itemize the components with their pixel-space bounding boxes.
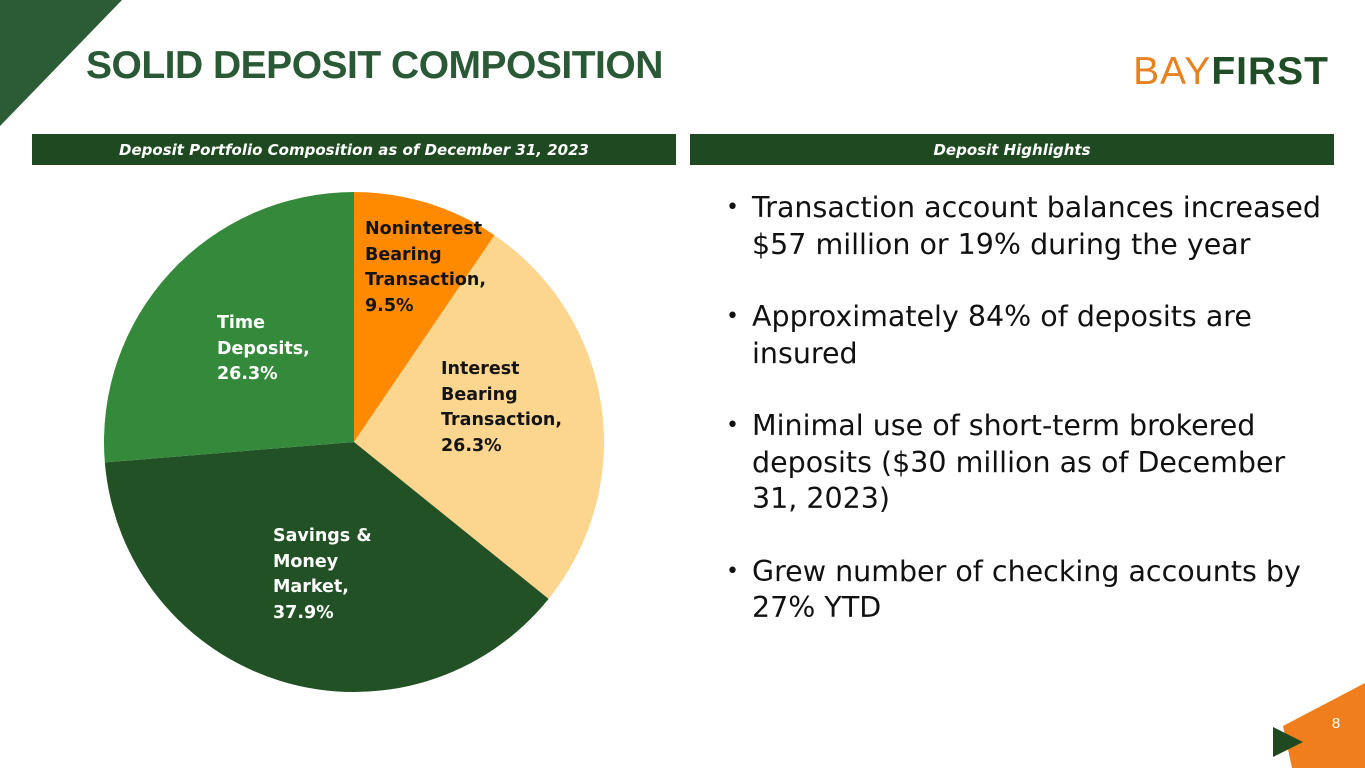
highlight-item: • Approximately 84% of deposits are insur… (726, 299, 1336, 372)
highlight-text: Grew number of checking accounts by 27% … (752, 554, 1301, 625)
pie-slice-time-deposits (103, 192, 354, 463)
bullet-dot-icon: • (726, 413, 739, 438)
highlight-item: • Transaction account balances increased … (726, 190, 1336, 263)
pie-slice-noninterest-bearing-transaction (354, 192, 495, 442)
company-logo: BAYFIRST (1133, 50, 1329, 94)
bullet-dot-icon: • (726, 558, 739, 584)
bullet-dot-icon: • (726, 195, 739, 220)
slice-label-interest-bearing: Interest Bearing Transaction, 26.3% (441, 359, 563, 456)
highlight-item: • Minimal use of short-term brokered depo… (726, 408, 1336, 518)
pie-slice-interest-bearing-transaction (354, 235, 605, 599)
highlights-section-header: Deposit Highlights (690, 134, 1334, 165)
page-number: 8 (1331, 715, 1341, 732)
highlight-item: • Grew number of checking accounts by 27%… (726, 554, 1336, 627)
pie-slice-savings-money-market (104, 442, 549, 693)
highlight-text: Transaction account balances increased $… (752, 191, 1322, 261)
logo-text-first: FIRST (1211, 50, 1329, 93)
pie-slices (103, 192, 605, 693)
chart-section-header: Deposit Portfolio Composition as of Dece… (32, 134, 676, 165)
slice-label-time-deposits: Time Deposits, 26.3% (217, 313, 310, 384)
highlight-text: Minimal use of short-term brokered depos… (752, 409, 1286, 515)
highlight-text: Approximately 84% of deposits are insure… (752, 300, 1252, 370)
slide-title: SOLID DEPOSIT COMPOSITION (86, 44, 663, 87)
slice-label-noninterest: Noninterest Bearing Transaction, 9.5% (365, 219, 487, 316)
logo-text-bay: BAY (1133, 50, 1212, 93)
bullet-dot-icon: • (726, 304, 739, 329)
slice-label-savings: Savings & Money Market, 37.9% (273, 526, 372, 623)
deposit-pie-chart (103, 192, 605, 693)
corner-decoration-top-left (0, 0, 122, 126)
highlights-list: • Transaction account balances increased … (726, 190, 1336, 663)
